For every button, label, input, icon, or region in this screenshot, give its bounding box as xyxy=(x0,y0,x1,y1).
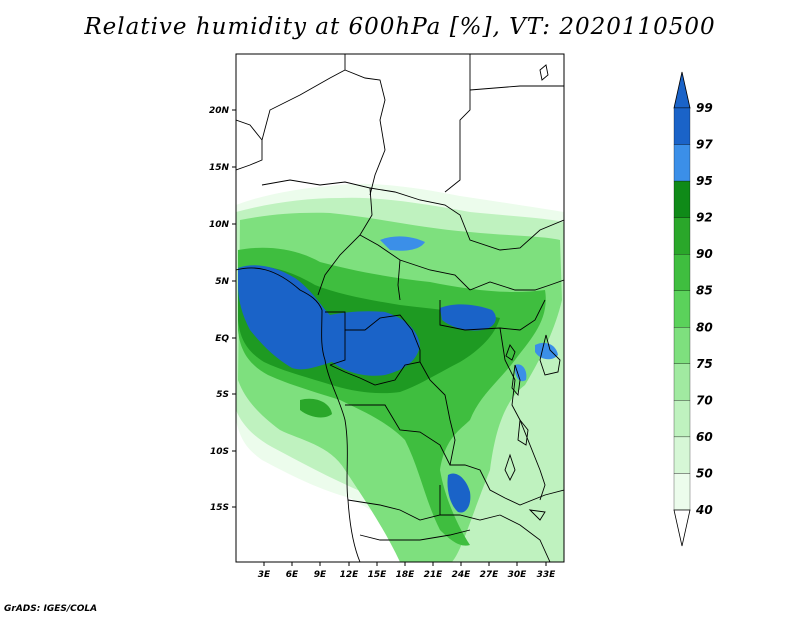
map-title: Relative humidity at 600hPa [%], VT: 202… xyxy=(84,14,716,40)
colorbar-segment xyxy=(673,473,691,511)
humidity-field xyxy=(236,54,564,562)
lat-label: 5S xyxy=(216,390,229,400)
colorbar-bottom-arrow xyxy=(673,509,691,547)
software-credit: GrADS: IGES/COLA xyxy=(4,604,98,614)
colorbar-label: 99 xyxy=(696,101,713,115)
colorbar-segment xyxy=(673,217,691,255)
latitude-ticks xyxy=(232,109,236,508)
colorbar-label: 70 xyxy=(696,393,713,407)
humidity-region-95 xyxy=(380,236,425,251)
lon-label: 24E xyxy=(452,570,472,580)
colorbar-label: 92 xyxy=(696,211,713,225)
colorbar-label: 85 xyxy=(696,284,713,298)
colorbar-label: 90 xyxy=(696,247,713,261)
colorbar-segment xyxy=(673,436,691,474)
lon-label: 30E xyxy=(508,570,528,580)
lat-label: 10S xyxy=(210,447,229,457)
humidity-region-95 xyxy=(238,265,420,376)
humidity-region-95 xyxy=(447,473,471,513)
lat-label: 15N xyxy=(209,163,230,173)
longitude-labels: 3E 6E 9E 12E 15E 18E 21E 24E 27E 30E 33E xyxy=(258,570,556,580)
lon-label: 15E xyxy=(368,570,388,580)
colorbar-label: 50 xyxy=(696,466,713,480)
lon-label: 27E xyxy=(480,570,500,580)
colorbar-label: 95 xyxy=(696,174,713,188)
colorbar-segment xyxy=(673,107,691,145)
lon-label: 12E xyxy=(340,570,360,580)
lat-label: 5N xyxy=(215,277,229,287)
colorbar-segment xyxy=(673,327,691,364)
lon-label: 33E xyxy=(537,570,557,580)
colorbar-label: 97 xyxy=(696,138,713,152)
country-borders xyxy=(236,54,564,562)
lon-label: 18E xyxy=(396,570,416,580)
colorbar-segment xyxy=(673,144,691,182)
colorbar-segment xyxy=(673,290,691,328)
colorbar-segment xyxy=(673,254,691,291)
colorbar-top-arrow xyxy=(673,71,691,109)
humidity-region-92 xyxy=(300,398,332,418)
colorbar-segment xyxy=(673,180,691,218)
colorbar-segment xyxy=(673,363,691,401)
colorbar-label: 60 xyxy=(696,430,713,444)
colorbar: 99 97 95 92 90 85 80 75 70 60 50 40 xyxy=(673,71,713,547)
lon-label: 3E xyxy=(258,570,271,580)
lat-label: 15S xyxy=(210,503,229,513)
colorbar-label: 75 xyxy=(696,357,713,371)
lon-label: 9E xyxy=(314,570,327,580)
lon-label: 6E xyxy=(286,570,299,580)
map-frame xyxy=(235,53,565,563)
colorbar-label: 80 xyxy=(696,320,713,334)
latitude-labels: 20N 15N 10N 5N EQ 5S 10S 15S xyxy=(209,106,230,513)
lat-label: 20N xyxy=(209,106,230,116)
colorbar-label: 40 xyxy=(695,503,713,517)
longitude-ticks xyxy=(263,562,547,566)
lat-label: EQ xyxy=(215,334,229,344)
humidity-region-95 xyxy=(514,364,527,382)
humidity-region-95 xyxy=(440,304,496,331)
lat-label: 10N xyxy=(209,220,230,230)
colorbar-segment xyxy=(673,400,691,438)
lon-label: 21E xyxy=(424,570,444,580)
